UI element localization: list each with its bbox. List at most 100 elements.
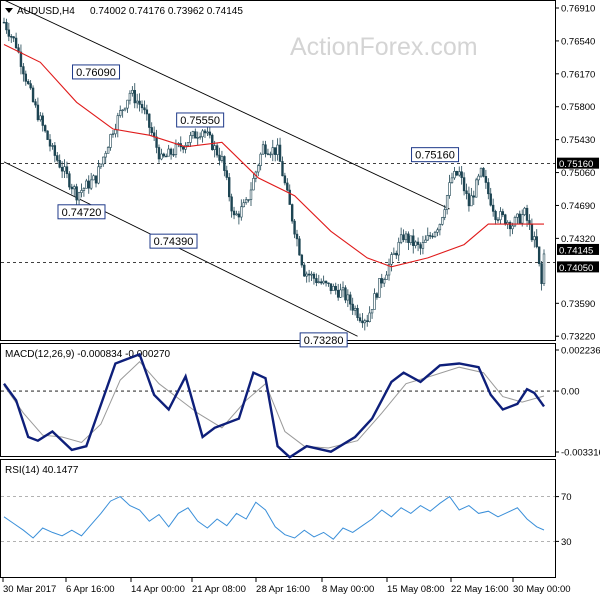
candle-body xyxy=(320,281,323,284)
candle xyxy=(528,214,531,230)
candle-body xyxy=(70,186,74,190)
candle-body xyxy=(143,107,146,111)
candle xyxy=(487,178,490,200)
candle-body xyxy=(445,195,449,210)
candle xyxy=(349,291,352,311)
candle xyxy=(324,280,328,287)
annotation-box xyxy=(411,147,460,163)
candle-body xyxy=(363,320,367,324)
price-annotation: 0.76090 xyxy=(72,64,121,80)
candle-body xyxy=(109,134,112,148)
candle-body xyxy=(305,273,308,277)
candle-body xyxy=(477,175,480,181)
macd-panel-frame xyxy=(0,343,556,457)
candle-body xyxy=(278,144,282,162)
candle xyxy=(247,199,250,203)
candle xyxy=(123,107,127,112)
candle xyxy=(513,215,517,228)
annotation-label: 0.75550 xyxy=(180,115,220,127)
candle xyxy=(327,282,330,287)
x-tick-label: 6 Apr 16:00 xyxy=(66,584,115,595)
x-tick-label: 30 Mar 2017 xyxy=(3,584,56,595)
candle-body xyxy=(414,241,417,246)
chart-symbol-label: AUDUSD,H4 xyxy=(17,6,75,17)
candle-body xyxy=(257,165,260,173)
candle-body xyxy=(300,254,304,266)
candle xyxy=(126,99,129,113)
candle-body xyxy=(332,285,335,291)
candle-body xyxy=(341,287,345,291)
price-tick-label: 0.75060 xyxy=(561,168,595,179)
candle xyxy=(445,194,449,215)
candle-body xyxy=(467,193,471,207)
price-tag-label: 0.75160 xyxy=(559,159,593,170)
candle xyxy=(68,171,71,190)
candle-body xyxy=(60,166,64,172)
candle-body xyxy=(27,81,30,84)
candle-body xyxy=(421,242,425,249)
price-tag: 0.74145 xyxy=(557,243,599,256)
candle-body xyxy=(252,178,255,191)
candle xyxy=(402,229,405,243)
rsi-tick-label: 30 xyxy=(561,537,572,548)
candle xyxy=(414,240,417,249)
candle xyxy=(51,142,54,150)
candle-body xyxy=(94,175,98,184)
candle xyxy=(215,142,219,158)
moving-average xyxy=(3,44,544,268)
candle-body xyxy=(361,320,364,324)
candle-body xyxy=(133,89,136,104)
candle-body xyxy=(102,156,105,165)
price-annotation: 0.74720 xyxy=(57,204,106,220)
candle xyxy=(34,98,37,108)
candle xyxy=(148,113,151,136)
candle-body xyxy=(508,222,512,230)
candle xyxy=(363,318,367,331)
candle xyxy=(465,183,468,200)
macd-y-axis: 0.002236 0.00 -0.003316 xyxy=(555,346,600,459)
candle-body xyxy=(395,252,398,256)
rsi-label: RSI(14) 40.1477 xyxy=(5,465,79,476)
candle-body xyxy=(80,190,83,193)
candle xyxy=(43,124,47,133)
candle xyxy=(244,196,248,205)
candle-body xyxy=(378,278,381,298)
price-tag: 0.75160 xyxy=(557,157,599,170)
price-tick-label: 0.74690 xyxy=(561,201,595,212)
candle-body xyxy=(68,173,71,188)
candle-body xyxy=(315,278,318,283)
candle-body xyxy=(218,154,221,161)
candle xyxy=(501,208,505,218)
macd-tick-label: 0.002236 xyxy=(561,346,600,357)
candle xyxy=(114,123,117,138)
candle xyxy=(237,210,241,225)
candle-body xyxy=(162,153,166,157)
candle xyxy=(261,140,265,155)
candle xyxy=(102,156,105,167)
candle-body xyxy=(269,153,272,156)
candle xyxy=(358,313,362,323)
annotation-label: 0.75160 xyxy=(415,150,455,162)
candle xyxy=(416,237,420,252)
candle-body xyxy=(24,73,27,82)
candle xyxy=(412,229,415,254)
candle-body xyxy=(213,145,216,150)
candle xyxy=(99,163,103,170)
x-tick-label: 28 Apr 16:00 xyxy=(256,584,310,595)
candle-body xyxy=(34,101,37,106)
candle-body xyxy=(46,130,49,140)
candle xyxy=(424,235,427,243)
candle-body xyxy=(58,160,61,168)
macd-lines xyxy=(3,352,545,459)
rsi-tick-label: 70 xyxy=(561,492,572,503)
candle-body xyxy=(82,187,86,191)
dropdown-triangle-icon[interactable] xyxy=(5,8,13,13)
candle xyxy=(307,269,311,283)
candle-body xyxy=(271,147,274,155)
candle xyxy=(131,86,134,97)
candle-body xyxy=(114,129,117,135)
candle xyxy=(329,283,333,295)
candle xyxy=(145,104,149,121)
candle-body xyxy=(206,131,209,134)
